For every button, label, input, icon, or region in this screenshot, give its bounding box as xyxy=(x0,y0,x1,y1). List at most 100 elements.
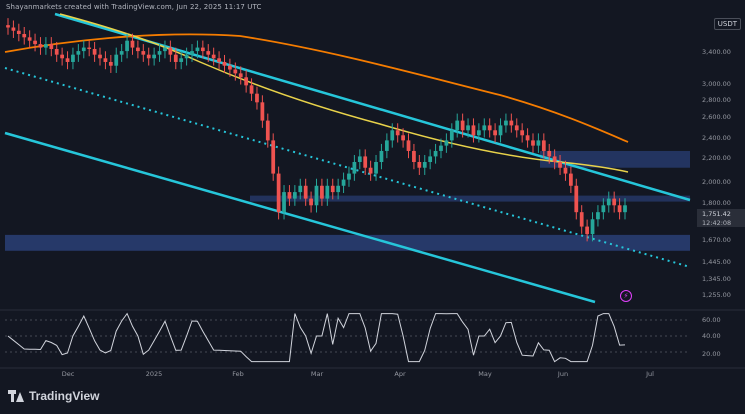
x-tick-label: Dec xyxy=(62,370,75,378)
candle-body xyxy=(466,125,470,131)
candle xyxy=(119,44,124,62)
rsi-tick-label: 40.00 xyxy=(702,332,721,340)
candle xyxy=(363,149,368,175)
candle-body xyxy=(119,51,124,55)
candle-body xyxy=(563,167,568,174)
candle-body xyxy=(244,77,249,86)
candle xyxy=(33,33,37,52)
candle xyxy=(563,160,568,181)
candle-body xyxy=(163,47,167,52)
candle xyxy=(125,33,129,59)
demand-zone xyxy=(5,234,690,251)
candle-body xyxy=(590,219,595,235)
candle-body xyxy=(547,150,552,157)
candle-body xyxy=(146,54,151,59)
candle-body xyxy=(379,150,384,163)
candle-body xyxy=(487,125,492,131)
candle-body xyxy=(173,54,178,62)
x-tick-label: 2025 xyxy=(146,370,163,378)
candle xyxy=(379,143,384,170)
candle xyxy=(471,118,476,143)
candle xyxy=(92,41,97,62)
candle xyxy=(606,191,611,213)
candle xyxy=(255,86,259,110)
candle-body xyxy=(325,185,330,199)
candle-body xyxy=(206,51,211,55)
candle-body xyxy=(265,120,270,141)
candle-body xyxy=(292,192,297,199)
candle xyxy=(11,20,16,38)
candle xyxy=(514,118,519,138)
candle-body xyxy=(606,198,611,206)
candle xyxy=(374,154,378,181)
candle-body xyxy=(33,40,37,45)
candle xyxy=(22,26,27,45)
candle-body xyxy=(81,47,86,52)
candle-body xyxy=(103,58,108,62)
candle xyxy=(536,133,541,153)
candle-body xyxy=(98,54,102,59)
x-tick-label: Feb xyxy=(232,370,244,378)
candle-body xyxy=(38,44,43,48)
candle xyxy=(509,113,514,133)
candle xyxy=(44,37,48,55)
candle xyxy=(552,149,557,170)
candle-body xyxy=(498,125,503,136)
candle-body xyxy=(336,185,341,193)
candle xyxy=(395,123,400,143)
candle-body xyxy=(390,130,395,141)
candle xyxy=(601,198,606,220)
candle-body xyxy=(568,173,573,186)
candle xyxy=(547,143,552,164)
candle xyxy=(455,113,460,138)
currency-label[interactable]: USDT xyxy=(713,18,741,30)
candle-body xyxy=(287,192,292,199)
candle xyxy=(292,185,297,206)
candle-body xyxy=(260,102,265,121)
candle xyxy=(184,47,189,66)
candle xyxy=(498,118,503,143)
x-tick-label: May xyxy=(478,370,492,378)
candle-body xyxy=(179,58,184,62)
candle xyxy=(309,191,313,213)
candle xyxy=(260,95,265,128)
candle-body xyxy=(579,212,584,227)
candle xyxy=(493,123,497,143)
candle-body xyxy=(401,135,405,141)
tradingview-logo[interactable]: TradingView xyxy=(8,389,99,403)
candle-body xyxy=(412,150,416,163)
candle-body xyxy=(320,185,324,199)
candle-body xyxy=(433,150,438,157)
x-tick-label: Mar xyxy=(311,370,324,378)
candle-body xyxy=(514,125,519,131)
rsi-tick-label: 20.00 xyxy=(702,350,721,358)
candle xyxy=(54,41,59,62)
last-price-label: 1,751.42 xyxy=(702,210,731,218)
candle xyxy=(282,185,286,220)
candle xyxy=(585,219,589,242)
candle xyxy=(217,51,221,70)
candle-body xyxy=(482,125,487,131)
candle-body xyxy=(298,185,303,193)
candle-body xyxy=(65,58,70,62)
candle xyxy=(222,54,227,73)
candle-body xyxy=(200,47,205,52)
y-tick-label: 1,670.00 xyxy=(702,236,731,244)
candle-body xyxy=(152,54,157,59)
candle-body xyxy=(439,145,443,151)
last-price-box xyxy=(697,209,745,227)
candle-body xyxy=(347,173,351,180)
candle-body xyxy=(314,185,319,206)
candle-body xyxy=(238,73,243,78)
flash-icon[interactable]: ⚡ xyxy=(620,290,632,302)
candle xyxy=(233,62,238,81)
candle xyxy=(287,185,292,206)
candle-body xyxy=(357,156,362,163)
candle xyxy=(244,70,249,93)
channel-midline xyxy=(4,67,691,268)
candle-body xyxy=(471,125,476,136)
candle-body xyxy=(552,156,557,163)
candle-body xyxy=(276,173,281,213)
candle xyxy=(108,54,113,73)
